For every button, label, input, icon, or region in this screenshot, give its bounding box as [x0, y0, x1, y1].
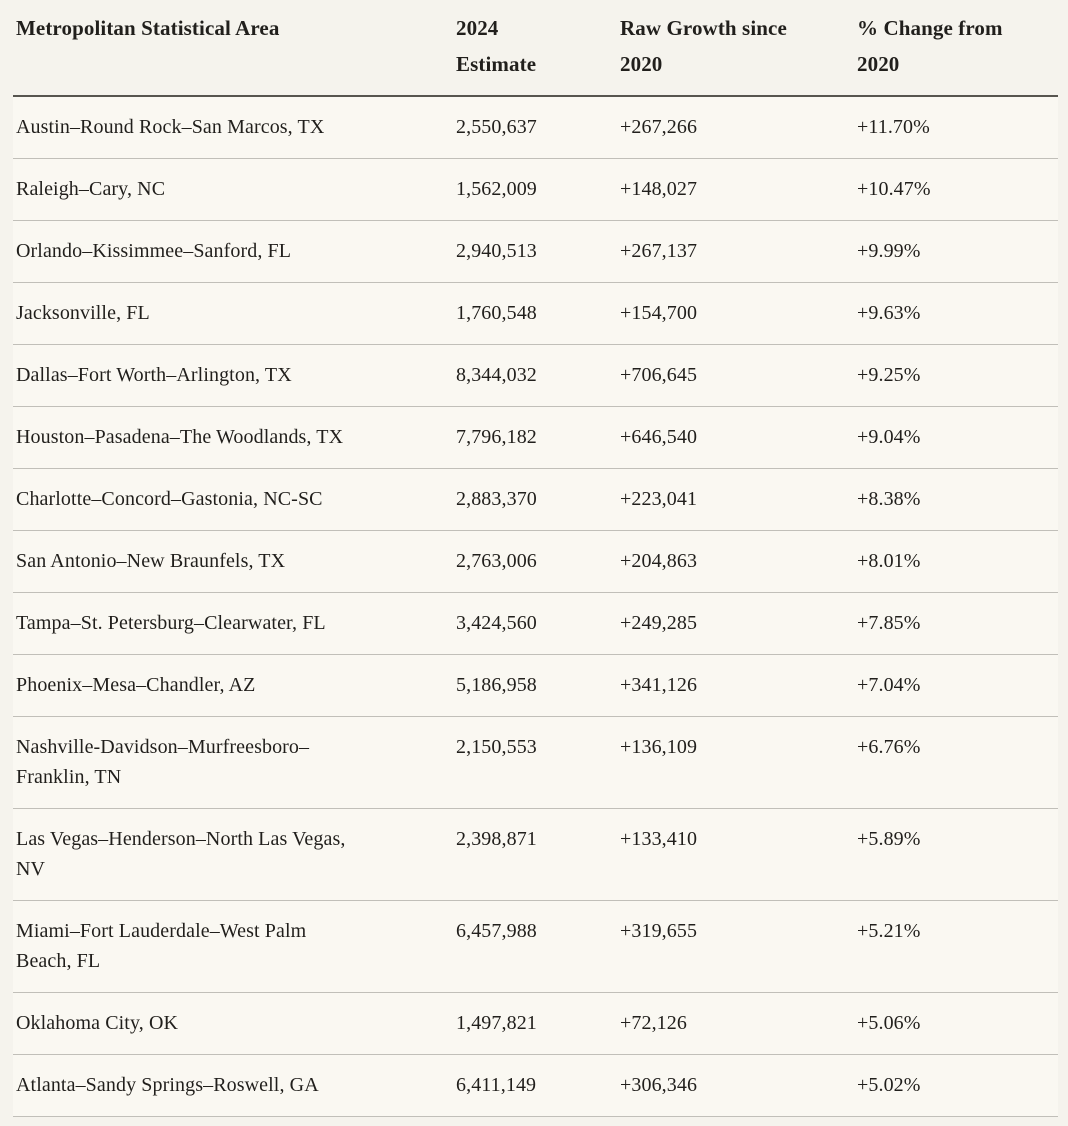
pct-change-cell: +7.04% — [857, 654, 1058, 717]
estimate-2024-cell: 6,411,149 — [456, 1054, 620, 1117]
pct-change-cell: +11.70% — [857, 96, 1058, 159]
table-row: Tampa–St. Petersburg–Clearwater, FL 3,424… — [13, 592, 1058, 655]
msa-cell: San Antonio–New Braunfels, TX — [13, 530, 456, 593]
column-header-pct-change: % Change from 2020 — [857, 0, 1058, 97]
msa-cell: Nashville-Davidson–Murfreesboro–Franklin… — [13, 716, 456, 809]
msa-cell: Raleigh–Cary, NC — [13, 158, 456, 221]
raw-growth-cell: +267,266 — [620, 96, 857, 159]
column-header-pct-change-label: % Change from 2020 — [857, 16, 1003, 76]
pct-change-cell: +9.63% — [857, 282, 1058, 345]
msa-cell: Tampa–St. Petersburg–Clearwater, FL — [13, 592, 456, 655]
pct-change-cell: +9.25% — [857, 344, 1058, 407]
msa-cell: Jacksonville, FL — [13, 282, 456, 345]
estimate-2024-cell: 2,883,370 — [456, 468, 620, 531]
table-row: Nashville-Davidson–Murfreesboro–Franklin… — [13, 716, 1058, 809]
pct-change-cell: +9.99% — [857, 220, 1058, 283]
table-row: San Antonio–New Braunfels, TX 2,763,006 +2… — [13, 530, 1058, 593]
estimate-2024-cell: 2,398,871 — [456, 808, 620, 901]
raw-growth-cell: +341,126 — [620, 654, 857, 717]
raw-growth-cell: +306,346 — [620, 1054, 857, 1117]
msa-cell: Austin–Round Rock–San Marcos, TX — [13, 96, 456, 159]
pct-change-cell: +6.76% — [857, 716, 1058, 809]
column-header-msa: Metropolitan Statistical Area — [13, 0, 456, 97]
raw-growth-cell: +148,027 — [620, 158, 857, 221]
table-body: Austin–Round Rock–San Marcos, TX 2,550,63… — [13, 96, 1058, 1117]
metro-population-table: Metropolitan Statistical Area 2024 Estim… — [13, 0, 1058, 1117]
msa-cell: Las Vegas–Henderson–North Las Vegas, NV — [13, 808, 456, 901]
estimate-2024-cell: 7,796,182 — [456, 406, 620, 469]
pct-change-cell: +8.01% — [857, 530, 1058, 593]
estimate-2024-cell: 1,760,548 — [456, 282, 620, 345]
raw-growth-cell: +154,700 — [620, 282, 857, 345]
raw-growth-cell: +267,137 — [620, 220, 857, 283]
column-header-raw-growth: Raw Growth since 2020 — [620, 0, 857, 97]
pct-change-cell: +8.38% — [857, 468, 1058, 531]
table-row: Phoenix–Mesa–Chandler, AZ 5,186,958 +341,1… — [13, 654, 1058, 717]
pct-change-cell: +5.06% — [857, 992, 1058, 1055]
estimate-2024-cell: 3,424,560 — [456, 592, 620, 655]
column-header-msa-label: Metropolitan Statistical Area — [16, 16, 280, 40]
table-row: Las Vegas–Henderson–North Las Vegas, NV 2… — [13, 808, 1058, 901]
raw-growth-cell: +133,410 — [620, 808, 857, 901]
estimate-2024-cell: 1,562,009 — [456, 158, 620, 221]
raw-growth-cell: +249,285 — [620, 592, 857, 655]
msa-cell: Orlando–Kissimmee–Sanford, FL — [13, 220, 456, 283]
column-header-raw-growth-label: Raw Growth since 2020 — [620, 16, 787, 76]
table-header: Metropolitan Statistical Area 2024 Estim… — [13, 0, 1058, 97]
column-header-2024-estimate: 2024 Estimate — [456, 0, 620, 97]
table-row: Miami–Fort Lauderdale–West Palm Beach, F… — [13, 900, 1058, 993]
raw-growth-cell: +223,041 — [620, 468, 857, 531]
raw-growth-cell: +706,645 — [620, 344, 857, 407]
msa-cell: Oklahoma City, OK — [13, 992, 456, 1055]
estimate-2024-cell: 8,344,032 — [456, 344, 620, 407]
raw-growth-cell: +72,126 — [620, 992, 857, 1055]
estimate-2024-cell: 2,763,006 — [456, 530, 620, 593]
estimate-2024-cell: 2,550,637 — [456, 96, 620, 159]
msa-cell: Atlanta–Sandy Springs–Roswell, GA — [13, 1054, 456, 1117]
msa-cell: Charlotte–Concord–Gastonia, NC-SC — [13, 468, 456, 531]
table-row: Charlotte–Concord–Gastonia, NC-SC 2,883,3… — [13, 468, 1058, 531]
column-header-2024-estimate-label: 2024 Estimate — [456, 16, 537, 76]
pct-change-cell: +5.21% — [857, 900, 1058, 993]
msa-cell: Houston–Pasadena–The Woodlands, TX — [13, 406, 456, 469]
raw-growth-cell: +136,109 — [620, 716, 857, 809]
estimate-2024-cell: 2,940,513 — [456, 220, 620, 283]
estimate-2024-cell: 1,497,821 — [456, 992, 620, 1055]
pct-change-cell: +10.47% — [857, 158, 1058, 221]
pct-change-cell: +9.04% — [857, 406, 1058, 469]
raw-growth-cell: +646,540 — [620, 406, 857, 469]
estimate-2024-cell: 2,150,553 — [456, 716, 620, 809]
table-row: Orlando–Kissimmee–Sanford, FL 2,940,513 +2… — [13, 220, 1058, 283]
table-row: Jacksonville, FL 1,760,548 +154,700 +9.63% — [13, 282, 1058, 345]
table-row: Atlanta–Sandy Springs–Roswell, GA 6,411,1… — [13, 1054, 1058, 1117]
msa-cell: Phoenix–Mesa–Chandler, AZ — [13, 654, 456, 717]
estimate-2024-cell: 6,457,988 — [456, 900, 620, 993]
table-row: Raleigh–Cary, NC 1,562,009 +148,027 +10.47% — [13, 158, 1058, 221]
raw-growth-cell: +204,863 — [620, 530, 857, 593]
table-row: Houston–Pasadena–The Woodlands, TX 7,796,… — [13, 406, 1058, 469]
table-header-row: Metropolitan Statistical Area 2024 Estim… — [13, 0, 1058, 97]
msa-cell: Miami–Fort Lauderdale–West Palm Beach, F… — [13, 900, 456, 993]
pct-change-cell: +5.02% — [857, 1054, 1058, 1117]
table-row: Oklahoma City, OK 1,497,821 +72,126 +5.06% — [13, 992, 1058, 1055]
estimate-2024-cell: 5,186,958 — [456, 654, 620, 717]
msa-cell: Dallas–Fort Worth–Arlington, TX — [13, 344, 456, 407]
table-row: Austin–Round Rock–San Marcos, TX 2,550,63… — [13, 96, 1058, 159]
pct-change-cell: +5.89% — [857, 808, 1058, 901]
table-row: Dallas–Fort Worth–Arlington, TX 8,344,032… — [13, 344, 1058, 407]
pct-change-cell: +7.85% — [857, 592, 1058, 655]
raw-growth-cell: +319,655 — [620, 900, 857, 993]
